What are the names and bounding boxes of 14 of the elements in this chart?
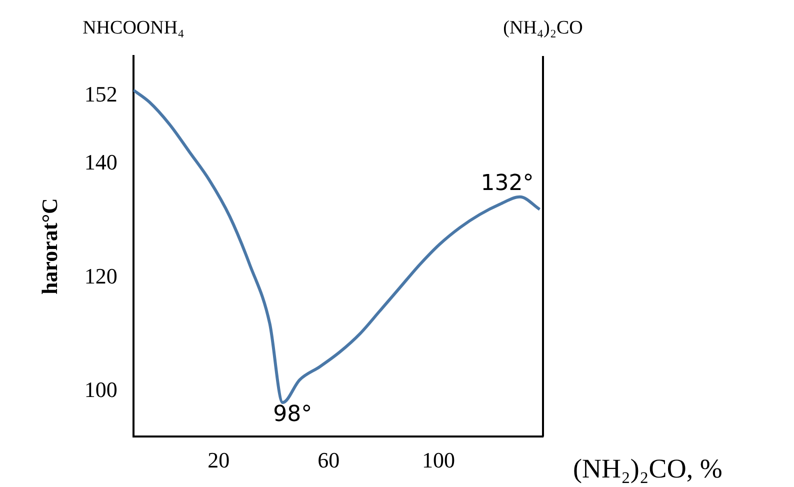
x-tick-label: 100 bbox=[422, 448, 456, 473]
y-tick-label: 140 bbox=[84, 150, 118, 175]
text: (NH₄)₂CO bbox=[503, 17, 583, 38]
annotation: 132° bbox=[480, 171, 534, 196]
annotation: 98° bbox=[273, 402, 312, 428]
y-tick-label: 152 bbox=[84, 82, 118, 107]
y-tick-label: 100 bbox=[84, 376, 118, 402]
y-axis-title: harorat°C bbox=[36, 198, 62, 294]
line-series bbox=[133, 88, 542, 404]
x-tick-label: 20 bbox=[208, 448, 230, 473]
x-axis-title: (NH₂)₂CO, % bbox=[573, 454, 722, 484]
y-tick-label: 120 bbox=[84, 263, 118, 288]
x-tick-label: 60 bbox=[318, 448, 340, 473]
text: NHCOONH₄ bbox=[82, 17, 184, 38]
